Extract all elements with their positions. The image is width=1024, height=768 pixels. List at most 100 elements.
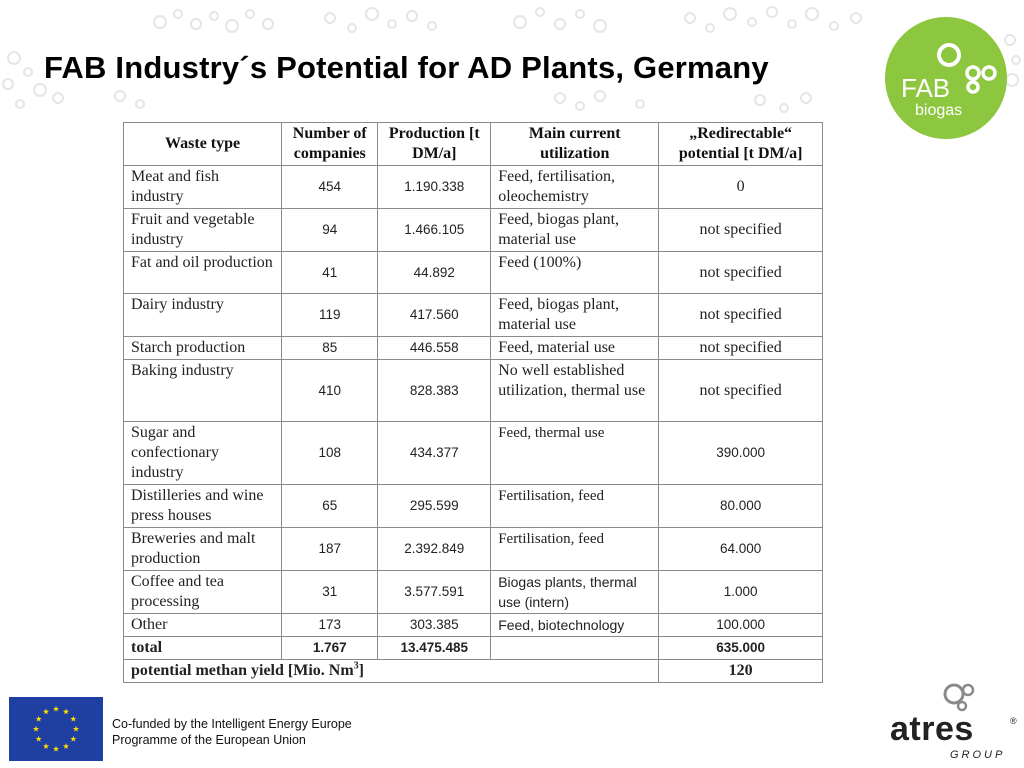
eu-star-icon [35, 715, 42, 722]
table-row: Starch production 85 446.558 Feed, mater… [122, 336, 823, 360]
cell-waste-type: Meat and fish industry [122, 165, 283, 209]
cell-production: 1.190.338 [377, 165, 492, 209]
waste-potential-table: Waste type Number of companies Productio… [122, 122, 823, 683]
cell-potential: 64.000 [658, 527, 823, 571]
header-main-utilization: Main current utilization [490, 122, 660, 166]
table-row: Fruit and vegetable industry 94 1.466.10… [122, 208, 823, 252]
cell-potential: not specified [658, 208, 823, 252]
methane-label-end: ] [358, 662, 364, 679]
cell-companies: 65 [281, 484, 379, 528]
cell-waste-type: Dairy industry [122, 293, 283, 337]
fab-logo-subtext: biogas [915, 102, 962, 119]
cell-potential: not specified [658, 336, 823, 360]
table-row: Sugar and confectionary industry 108 434… [122, 421, 823, 485]
cell-companies: 173 [281, 613, 379, 637]
bubble-background-decoration [2, 6, 1021, 113]
fab-biogas-logo: FAB biogas [885, 17, 1007, 139]
eu-star-icon [62, 743, 70, 749]
cell-companies: 410 [281, 359, 379, 422]
cell-production: 3.577.591 [377, 570, 492, 614]
cofund-line-1: Co-funded by the Intelligent Energy Euro… [112, 717, 352, 731]
cell-utilization: Feed (100%) [490, 251, 660, 294]
table-row: Fat and oil production 41 44.892 Feed (1… [122, 251, 823, 294]
cell-potential: 80.000 [658, 484, 823, 528]
page-title: FAB Industry´s Potential for AD Plants, … [44, 50, 769, 85]
cell-waste-type: Distilleries and wine press houses [122, 484, 283, 528]
cell-production: 446.558 [377, 336, 492, 360]
eu-star-icon [42, 708, 50, 715]
cell-total-production: 13.475.485 [377, 636, 492, 660]
eu-star-icon [70, 715, 77, 722]
cell-waste-type: Fat and oil production [122, 251, 283, 294]
cell-production: 1.466.105 [377, 208, 492, 252]
eu-star-icon [70, 735, 77, 742]
atres-group-text: GROUP [950, 749, 1005, 761]
atres-logo-text: atres [890, 710, 974, 748]
atres-group-logo: atres ® GROUP [890, 683, 1017, 761]
eu-star-icon [32, 725, 40, 732]
table-row: Breweries and malt production 187 2.392.… [122, 527, 823, 571]
cell-waste-type: Starch production [122, 336, 283, 360]
cell-methane-value: 120 [658, 659, 823, 683]
cell-production: 303.385 [377, 613, 492, 637]
cell-companies: 94 [281, 208, 379, 252]
cell-utilization: Feed, biotechnology [490, 613, 660, 637]
cell-companies: 85 [281, 336, 379, 360]
header-redirectable-potential: „Redirectable“ potential [t DM/a] [658, 122, 823, 166]
cell-companies: 119 [281, 293, 379, 337]
cell-production: 828.383 [377, 359, 492, 422]
cell-production: 434.377 [377, 421, 492, 485]
cell-potential: not specified [658, 251, 823, 294]
eu-star-icon [72, 725, 80, 732]
eu-star-icon [35, 735, 42, 742]
cell-utilization: Feed, fertilisation, oleochemistry [490, 165, 660, 209]
cell-total-companies: 1.767 [281, 636, 379, 660]
cell-utilization: No well established utilization, thermal… [490, 359, 660, 422]
table-row: Dairy industry 119 417.560 Feed, biogas … [122, 293, 823, 337]
eu-flag-logo [9, 697, 103, 761]
cell-potential: 1.000 [658, 570, 823, 614]
cell-companies: 41 [281, 251, 379, 294]
eu-star-icon [42, 743, 50, 749]
header-waste-type: Waste type [122, 122, 283, 166]
cell-utilization: Feed, thermal use [490, 421, 660, 485]
table-row: Baking industry 410 828.383 No well esta… [122, 359, 823, 422]
table-row: Meat and fish industry 454 1.190.338 Fee… [122, 165, 823, 209]
methane-label-superscript: 3 [353, 660, 359, 672]
cell-production: 295.599 [377, 484, 492, 528]
waste-potential-table-container: Waste type Number of companies Productio… [122, 122, 823, 683]
cell-potential: not specified [658, 293, 823, 337]
eu-star-icon [52, 745, 60, 752]
cell-waste-type: Sugar and confectionary industry [122, 421, 283, 485]
cofund-line-2: Programme of the European Union [112, 733, 306, 747]
cell-waste-type: Other [122, 613, 283, 637]
table-methane-row: potential methan yield [Mio. Nm3] 120 [122, 659, 823, 683]
cell-potential: not specified [658, 359, 823, 422]
cell-utilization: Feed, material use [490, 336, 660, 360]
cell-utilization: Fertilisation, feed [490, 527, 660, 571]
cell-potential: 0 [658, 165, 823, 209]
cell-production: 417.560 [377, 293, 492, 337]
table-row: Other 173 303.385 Feed, biotechnology 10… [122, 613, 823, 637]
header-number-of-companies: Number of companies [281, 122, 379, 166]
atres-registered-mark: ® [1010, 716, 1017, 726]
cell-total-utilization [490, 636, 660, 660]
cell-methane-label: potential methan yield [Mio. Nm3] [122, 659, 660, 683]
cell-total-potential: 635.000 [658, 636, 823, 660]
eu-star-icon [62, 708, 70, 715]
cell-production: 2.392.849 [377, 527, 492, 571]
cell-utilization: Feed, biogas plant, material use [490, 293, 660, 337]
cell-potential: 100.000 [658, 613, 823, 637]
cell-companies: 187 [281, 527, 379, 571]
fab-logo-text: FAB [901, 73, 950, 103]
cell-utilization: Feed, biogas plant, material use [490, 208, 660, 252]
cell-utilization: Fertilisation, feed [490, 484, 660, 528]
cell-waste-type: Fruit and vegetable industry [122, 208, 283, 252]
table-row: Distilleries and wine press houses 65 29… [122, 484, 823, 528]
cell-companies: 31 [281, 570, 379, 614]
cofunding-notice: Co-funded by the Intelligent Energy Euro… [112, 716, 352, 748]
cell-total-label: total [122, 636, 283, 660]
cell-potential: 390.000 [658, 421, 823, 485]
header-production: Production [t DM/a] [377, 122, 492, 166]
cell-waste-type: Breweries and malt production [122, 527, 283, 571]
